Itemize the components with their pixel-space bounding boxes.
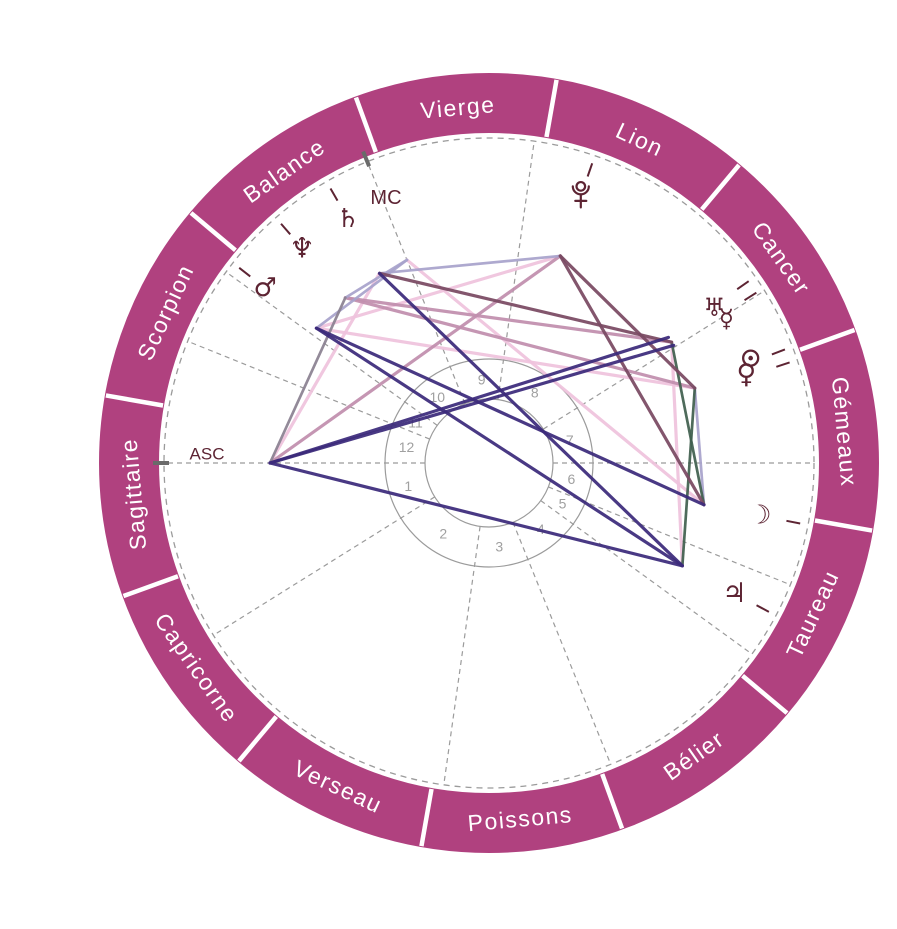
sign-divider-line (700, 163, 741, 211)
venus-icon: ♀ (736, 359, 756, 390)
planet-glyphs: ♀☿♅ ♄ ♆ ♂ ☽ ♃ (254, 180, 772, 609)
planet-tick-lune (786, 519, 801, 525)
natal-chart-wheel: ViergeLionCancerGémeauxTaureauBélierPois… (99, 73, 879, 853)
planet-tick-mercure (736, 280, 750, 291)
aspect-line-asc-saturne (268, 271, 382, 465)
aspect-line-mercure_uranus-jupiter (670, 340, 684, 568)
natal-chart-figure: Vierge Lion Cancer Gémeaux Taureau Bélier Pois… (40, 16, 897, 913)
house-cusp-line (443, 526, 481, 785)
house-number-6: 6 (568, 471, 576, 487)
saturne-icon: ♄ (336, 204, 359, 234)
uranus-icon: ♅ (703, 293, 725, 322)
house-number-5: 5 (559, 496, 567, 512)
planet-ticks (238, 162, 801, 613)
planet-tick-mars (238, 267, 251, 278)
house-cusp-line (213, 496, 436, 636)
aspect-line-asc-jupiter (268, 461, 684, 568)
house-number-7: 7 (566, 432, 574, 448)
pluto-icon (571, 180, 590, 209)
sign-divider-line (741, 674, 789, 715)
aspect-line-saturne-pluton (378, 254, 562, 275)
aspect-line-asc-neptune (268, 296, 347, 465)
planet-tick-jupiter (756, 604, 770, 613)
house-number-1: 1 (404, 478, 412, 494)
mc-label: MC (370, 187, 401, 209)
planet-tick-soleil (771, 348, 786, 356)
house-cusp-line (542, 290, 765, 430)
house-cusp-line (512, 522, 612, 765)
sign-divider-line (544, 79, 559, 138)
mars-icon: ♂ (254, 273, 277, 303)
aspect-line-saturne-jupiter (377, 271, 684, 568)
zodiac-dashed-circle (163, 137, 815, 789)
planet-tick-pluton (586, 162, 594, 177)
neptune-icon: ♆ (289, 231, 314, 264)
aspect-line-saturne-mercure_uranus (377, 271, 674, 344)
aspect-line-neptune-mercure_uranus (343, 296, 674, 344)
aspect-line-asc-uranus (268, 343, 676, 465)
planet-tick-saturne (329, 187, 339, 202)
mercure-icon: ☿ (719, 304, 734, 333)
sign-divider-line (600, 773, 625, 830)
aspect-line-mars-lune (314, 326, 706, 507)
sign-divider-line (419, 788, 434, 847)
aspect-line-soleil_venus-lune (693, 386, 706, 507)
house-number-2: 2 (439, 525, 447, 541)
sign-divider-line (189, 211, 237, 252)
house-number-9: 9 (478, 371, 486, 387)
house-cusp-line (548, 486, 791, 586)
aspect-line-asc-pluton (268, 254, 562, 465)
aspect-line-mars-jupiter (314, 326, 684, 568)
house-number-8: 8 (531, 385, 539, 401)
aspect-line-neptune-soleil_venus (343, 296, 697, 390)
aspect-line-pluton-lune (558, 254, 706, 507)
sign-divider-line (122, 574, 179, 599)
aspect-line-pluton-soleil_venus (558, 254, 697, 390)
planet-tick-uranus (744, 291, 757, 302)
house-cusp-line (187, 340, 430, 440)
house-number-3: 3 (495, 538, 503, 554)
sign-divider-line (353, 96, 378, 153)
aspect-lines (268, 254, 706, 568)
asc-label: ASC (190, 445, 225, 464)
aspect-line-pluton-mars (314, 254, 562, 330)
sign-divider-line (799, 327, 856, 352)
house-number-12: 12 (399, 439, 415, 455)
sun-icon (742, 349, 760, 367)
sign-divider-line (237, 715, 278, 763)
house-cusp-line (540, 500, 753, 655)
sun-circle (742, 349, 760, 367)
sign-dividers (105, 79, 873, 847)
house-cusp-line (225, 271, 438, 426)
zodiac-ring (99, 73, 879, 853)
mc-tick (361, 150, 371, 168)
aspect-line-mc-lune (405, 258, 706, 507)
house-cusp-lines (164, 141, 814, 785)
sign-divider-line (105, 393, 164, 408)
house-number-10: 10 (429, 389, 445, 405)
axis-markers: ASC MC (153, 150, 402, 465)
aspect-line-mc-mars (315, 258, 409, 330)
jupiter-icon: ♃ (722, 578, 746, 609)
planet-tick-neptune (280, 223, 291, 235)
planet-tick-venus (776, 361, 790, 368)
lune-icon: ☽ (748, 501, 771, 531)
house-outer-circle (384, 358, 594, 568)
sign-divider-line (814, 518, 873, 533)
sun-dot (748, 355, 753, 361)
